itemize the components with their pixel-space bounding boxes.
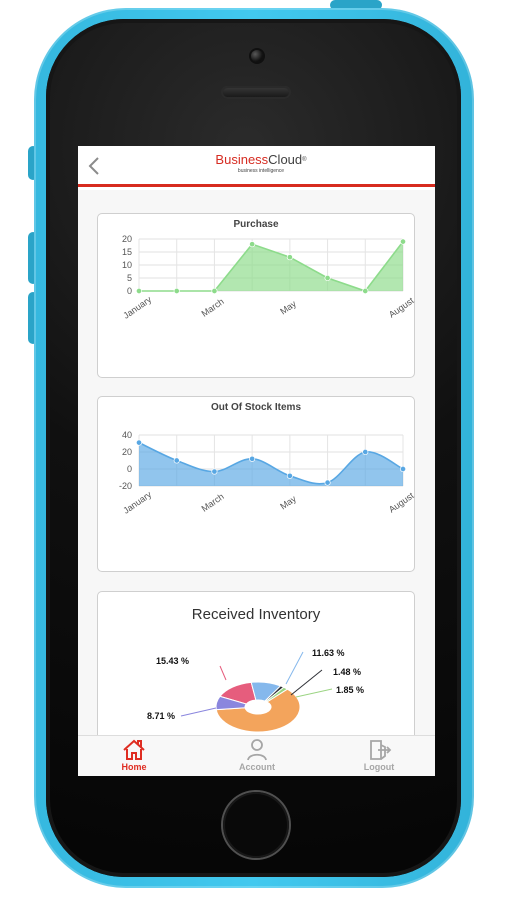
purchase-chart-data-point-7 [399, 238, 407, 245]
brand-name-part2: Cloud [268, 152, 303, 167]
out-of-stock-chart-y-tick-label-0: 40 [122, 430, 132, 440]
received-inventory-card: Received Inventory 15.43 % 11.63 % 1.48 % 1… [97, 591, 415, 735]
received-inventory-chart: 15.43 % 11.63 % 1.48 % 1.85 % 8.71 % [147, 648, 364, 733]
out-of-stock-chart-x-tick-label-3: August [387, 490, 416, 515]
received-inventory-data-label-3: 1.85 % [336, 685, 364, 695]
out-of-stock-chart-y-tick-label-2: 0 [127, 464, 132, 474]
out-of-stock-card: Out Of Stock Items 40 20 0 -20 January March M… [97, 396, 416, 572]
received-inventory-data-label-2: 1.48 % [333, 667, 361, 677]
out-of-stock-chart-series-line [138, 441, 404, 485]
purchase-chart-y-tick-label-1: 15 [122, 247, 132, 257]
brand-logo: BusinessCloud® business intelligence [212, 153, 310, 177]
front-camera [251, 50, 263, 62]
purchase-chart-y-tick-label-3: 5 [127, 273, 132, 283]
purchase-chart-series-line [139, 241, 404, 292]
received-inventory-label-line-3 [295, 688, 333, 698]
out-of-stock-chart-data-point-7 [399, 465, 407, 473]
purchase-card: Purchase 20 15 10 5 0 January March May August [97, 213, 416, 378]
out-of-stock-chart-area-fill [139, 442, 403, 486]
received-inventory-label-line-1 [285, 651, 304, 685]
brand-registered-mark: ® [302, 157, 307, 163]
tab-logout[interactable]: Logout [344, 738, 414, 774]
purchase-chart-data-point-1 [173, 287, 180, 295]
out-of-stock-chart-y-tick-label-1: 20 [122, 447, 132, 457]
received-inventory-data-label-0: 15.43 % [156, 656, 189, 666]
out-of-stock-chart-title: Out Of Stock Items [210, 402, 301, 413]
out-of-stock-chart-data-point-6 [362, 448, 369, 456]
out-of-stock-chart-data-point-2 [211, 468, 218, 475]
purchase-chart-data-point-3 [249, 241, 256, 248]
app-screen: BusinessCloud® business intelligence Pur… [78, 146, 435, 776]
purchase-chart-data-point-4 [286, 254, 293, 261]
purchase-chart-x-tick-label-2: May [278, 298, 298, 316]
tab-logout-label: Logout [363, 762, 395, 772]
received-inventory-slice-5 [215, 695, 248, 711]
tab-home-label: Home [121, 762, 147, 772]
purchase-chart-y-tick-label-0: 20 [122, 234, 132, 244]
bottom-tab-bar: Home Account Logout [78, 735, 435, 776]
earpiece-speaker [221, 86, 291, 99]
purchase-chart-y-tick-label-2: 10 [122, 260, 132, 270]
out-of-stock-chart-y-tick-label-3: -20 [119, 481, 132, 491]
out-of-stock-chart-data-point-1 [173, 457, 180, 464]
out-of-stock-chart-x-tick-label-0: January [121, 489, 153, 516]
out-of-stock-chart-data-point-3 [249, 455, 256, 462]
app-header: BusinessCloud® business intelligence [78, 146, 435, 187]
tab-home[interactable]: Home [99, 738, 169, 774]
purchase-chart-x-tick-label-3: August [387, 295, 416, 320]
brand-name-part1: Business [215, 152, 269, 167]
received-inventory-label-line-5 [180, 707, 217, 717]
purchase-chart-y-tick-label-4: 0 [127, 286, 132, 296]
received-inventory-data-label-5: 8.71 % [147, 711, 175, 721]
volume-down-button [28, 292, 38, 344]
brand-tagline: business intelligence [237, 168, 285, 174]
received-inventory-data-label-1: 11.63 % [312, 648, 345, 658]
home-hardware-button[interactable] [223, 792, 289, 858]
out-of-stock-chart-x-tick-label-2: May [278, 493, 298, 511]
purchase-chart-data-point-6 [362, 287, 369, 295]
out-of-stock-chart-data-point-5 [324, 479, 331, 486]
back-button[interactable] [86, 154, 102, 178]
purchase-chart-title: Purchase [233, 219, 279, 230]
chevron-left-icon [88, 157, 99, 175]
purchase-chart-data-point-5 [324, 274, 331, 282]
out-of-stock-chart-x-tick-label-1: March [200, 491, 226, 514]
received-inventory-title: Received Inventory [191, 606, 321, 623]
purchase-chart-x-tick-label-0: January [121, 294, 153, 321]
purchase-chart-data-point-2 [211, 287, 218, 295]
account-icon [247, 739, 267, 761]
tab-account[interactable]: Account [222, 738, 292, 774]
received-inventory-slice-4 [215, 688, 301, 733]
received-inventory-label-line-2 [290, 669, 323, 696]
mute-switch [28, 146, 38, 180]
tab-account-label: Account [239, 762, 275, 772]
purchase-chart-area-fill [139, 241, 403, 291]
home-icon [123, 739, 145, 760]
received-inventory-label-line-0 [219, 665, 227, 681]
power-button [330, 0, 382, 10]
purchase-chart-x-tick-label-1: March [200, 296, 226, 319]
logout-icon [370, 740, 392, 760]
brand-name: BusinessCloud® [212, 153, 310, 167]
out-of-stock-chart-data-point-4 [286, 472, 293, 479]
purchase-chart-data-point-0 [135, 287, 143, 295]
out-of-stock-chart-data-point-0 [135, 439, 143, 446]
volume-up-button [28, 232, 38, 284]
dashboard-content[interactable]: Purchase 20 15 10 5 0 January March May August O… [78, 190, 435, 735]
